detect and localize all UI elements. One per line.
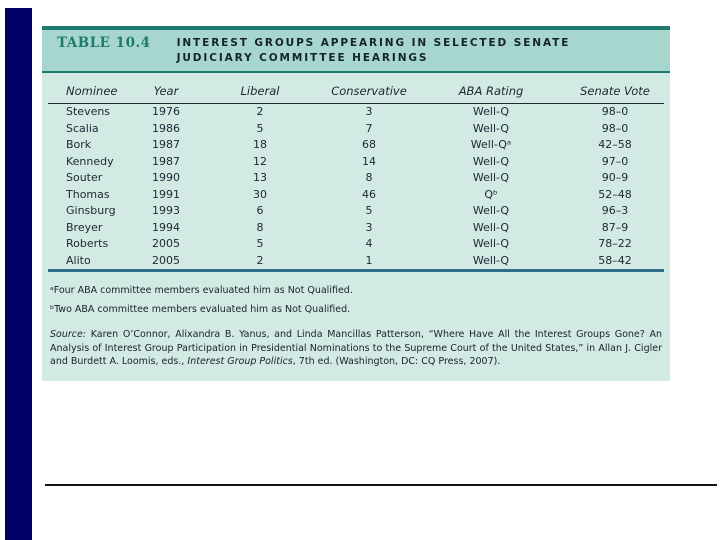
cell-nominee: Stevens	[66, 105, 111, 118]
table-title-line1: INTEREST GROUPS APPEARING IN SELECTED SE…	[176, 37, 571, 49]
cell-nominee: Alito	[66, 253, 91, 267]
table-row: Souter 1990 13 8 Well-Q 90–9	[48, 170, 664, 187]
table-figure: TABLE 10.4 INTEREST GROUPS APPEARING IN …	[42, 26, 670, 381]
bottom-divider-line	[45, 484, 717, 486]
cell-aba-rating: Well-Qᵃ	[470, 138, 512, 151]
cell-year: 1987	[152, 154, 180, 168]
cell-senate-vote: 96–3	[601, 204, 629, 217]
cell-senate-vote: 90–9	[601, 171, 629, 184]
table-row: Roberts 2005 5 4 Well-Q 78–22	[48, 236, 664, 253]
col-header-conservative: Conservative	[322, 81, 416, 104]
cell-nominee: Breyer	[66, 220, 103, 234]
nominee-table: Nominee Year Liberal Conservative ABA Ra…	[48, 81, 664, 272]
cell-year: 1987	[152, 138, 180, 151]
cell-liberal: 2	[256, 105, 264, 118]
cell-senate-vote: 78–22	[598, 237, 632, 250]
source-suffix: , 7th ed. (Washington, DC: CQ Press, 200…	[292, 356, 501, 367]
cell-aba-rating: Well-Q	[472, 204, 510, 217]
source-label: Source:	[50, 329, 87, 340]
footnotes: ᵃFour ABA committee members evaluated hi…	[50, 281, 664, 319]
table-title-band: TABLE 10.4 INTEREST GROUPS APPEARING IN …	[42, 26, 670, 73]
source-citation: Source: Karen O’Connor, Alixandra B. Yan…	[50, 328, 662, 369]
cell-liberal: 5	[256, 121, 264, 135]
cell-nominee: Thomas	[66, 187, 110, 201]
table-body-area: Nominee Year Liberal Conservative ABA Ra…	[42, 73, 670, 381]
cell-conservative: 46	[362, 187, 376, 201]
col-header-senate-vote: Senate Vote	[566, 81, 664, 104]
cell-senate-vote: 52–48	[598, 187, 632, 201]
cell-senate-vote: 97–0	[601, 154, 629, 168]
cell-conservative: 14	[362, 154, 376, 168]
table-row: Thomas 1991 30 46 Qᵇ 52–48	[48, 187, 664, 204]
cell-conservative: 7	[365, 121, 373, 135]
cell-liberal: 6	[256, 204, 264, 217]
cell-year: 1990	[152, 171, 180, 184]
cell-liberal: 18	[253, 138, 267, 151]
cell-liberal: 2	[256, 253, 264, 267]
left-accent-bar	[5, 8, 32, 540]
table-row: Alito 2005 2 1 Well-Q 58–42	[48, 253, 664, 271]
table-row: Bork 1987 18 68 Well-Qᵃ 42–58	[48, 137, 664, 154]
table-row: Stevens 1976 2 3 Well-Q 98–0	[48, 104, 664, 121]
table-row: Scalia 1986 5 7 Well-Q 98–0	[48, 121, 664, 138]
cell-year: 1994	[152, 220, 180, 234]
cell-liberal: 12	[253, 154, 267, 168]
cell-year: 1976	[152, 105, 180, 118]
cell-aba-rating: Well-Q	[472, 171, 510, 184]
cell-aba-rating: Well-Q	[472, 220, 510, 234]
cell-nominee: Roberts	[66, 237, 109, 250]
cell-nominee: Souter	[66, 171, 103, 184]
cell-senate-vote: 98–0	[601, 121, 629, 135]
footnote-b: ᵇTwo ABA committee members evaluated him…	[50, 304, 351, 315]
table-title: INTEREST GROUPS APPEARING IN SELECTED SE…	[177, 36, 571, 66]
cell-conservative: 8	[365, 171, 373, 184]
col-header-year: Year	[134, 81, 198, 104]
cell-conservative: 3	[365, 220, 373, 234]
cell-liberal: 13	[253, 171, 267, 184]
col-header-nominee: Nominee	[48, 81, 134, 104]
col-header-liberal: Liberal	[198, 81, 322, 104]
cell-nominee: Scalia	[66, 121, 99, 135]
table-row: Ginsburg 1993 6 5 Well-Q 96–3	[48, 203, 664, 220]
cell-aba-rating: Well-Q	[472, 105, 510, 118]
table-title-line2: JUDICIARY COMMITTEE HEARINGS	[176, 52, 429, 64]
cell-nominee: Bork	[66, 138, 92, 151]
cell-year: 1993	[152, 204, 180, 217]
cell-aba-rating: Well-Q	[472, 154, 510, 168]
cell-nominee: Kennedy	[66, 154, 114, 168]
table-number-label: TABLE 10.4	[57, 35, 151, 51]
cell-liberal: 8	[256, 220, 264, 234]
cell-conservative: 4	[365, 237, 373, 250]
source-body: Karen O’Connor, Alixandra B. Yanus, and …	[50, 329, 662, 367]
cell-aba-rating: Qᵇ	[484, 187, 498, 201]
cell-senate-vote: 58–42	[598, 253, 632, 267]
cell-senate-vote: 87–9	[601, 220, 629, 234]
cell-year: 2005	[152, 237, 180, 250]
footnote-a: ᵃFour ABA committee members evaluated hi…	[50, 285, 353, 296]
cell-year: 2005	[152, 253, 180, 267]
cell-aba-rating: Well-Q	[472, 253, 510, 267]
cell-liberal: 5	[256, 237, 264, 250]
source-book-title: Interest Group Politics	[187, 356, 293, 367]
cell-aba-rating: Well-Q	[472, 237, 510, 250]
cell-aba-rating: Well-Q	[472, 121, 510, 135]
cell-conservative: 3	[365, 105, 373, 118]
table-row: Breyer 1994 8 3 Well-Q 87–9	[48, 220, 664, 237]
table-row: Kennedy 1987 12 14 Well-Q 97–0	[48, 154, 664, 171]
cell-senate-vote: 98–0	[601, 105, 629, 118]
cell-nominee: Ginsburg	[66, 204, 116, 217]
cell-conservative: 1	[365, 253, 373, 267]
cell-liberal: 30	[253, 187, 267, 201]
cell-senate-vote: 42–58	[598, 138, 632, 151]
cell-conservative: 5	[365, 204, 373, 217]
cell-year: 1991	[152, 187, 180, 201]
col-header-aba-rating: ABA Rating	[416, 81, 566, 104]
cell-conservative: 68	[362, 138, 376, 151]
header-row: Nominee Year Liberal Conservative ABA Ra…	[48, 81, 664, 104]
cell-year: 1986	[152, 121, 180, 135]
